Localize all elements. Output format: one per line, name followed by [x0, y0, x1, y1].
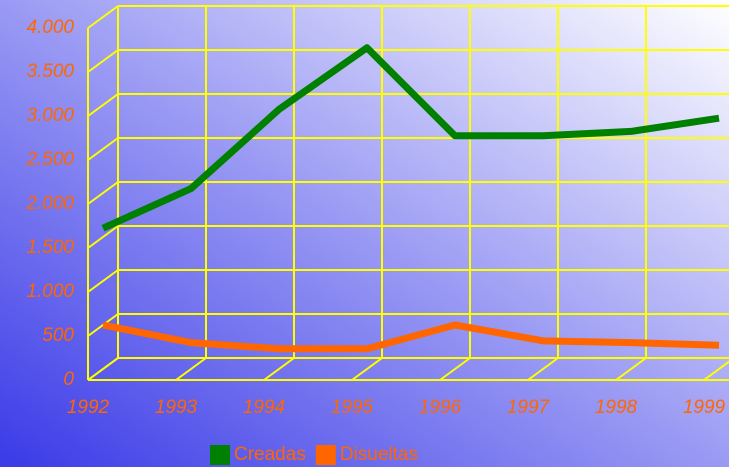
line-series [102, 321, 720, 353]
floor-grid-line [175, 357, 207, 381]
side-grid-line [87, 49, 119, 73]
y-tick-label: 0 [63, 369, 74, 390]
legend-swatch [315, 445, 336, 465]
legend-label: Creadas [234, 444, 306, 465]
legend-label: Disueltas [340, 444, 418, 465]
x-tick-label: 1992 [67, 397, 110, 418]
floor-grid-line [87, 357, 119, 381]
y-tick-label: 3.000 [26, 105, 74, 126]
side-grid-line [87, 5, 119, 29]
side-grid-line [87, 93, 119, 117]
y-tick-label: 3.500 [26, 61, 74, 82]
x-tick-label: 1998 [595, 397, 638, 418]
floor-grid-line [527, 357, 559, 381]
side-grid-line [87, 181, 119, 205]
x-tick-label: 1994 [243, 397, 285, 418]
side-grid-line [87, 225, 119, 249]
x-tick-label: 1993 [155, 397, 198, 418]
x-tick-label: 1995 [331, 397, 374, 418]
floor-grid-line [615, 357, 647, 381]
floor-grid-line [263, 357, 295, 381]
x-tick-label: 1999 [683, 397, 726, 418]
y-tick-label: 500 [42, 325, 74, 346]
side-grid-line [87, 137, 119, 161]
legend-swatch [210, 445, 230, 465]
floor-grid-line [703, 360, 729, 381]
floor-grid-line [439, 357, 471, 381]
y-tick-label: 2.000 [25, 193, 74, 214]
x-tick-label: 1997 [507, 397, 551, 418]
y-tick-label: 1.500 [26, 237, 74, 258]
line-series [101, 44, 720, 232]
floor-grid-line [351, 357, 383, 381]
x-tick-label: 1996 [419, 397, 462, 418]
side-grid-line [87, 269, 119, 293]
y-tick-label: 1.000 [26, 281, 74, 302]
y-tick-label: 2.500 [25, 149, 74, 170]
y-tick-label: 4.000 [26, 17, 74, 38]
